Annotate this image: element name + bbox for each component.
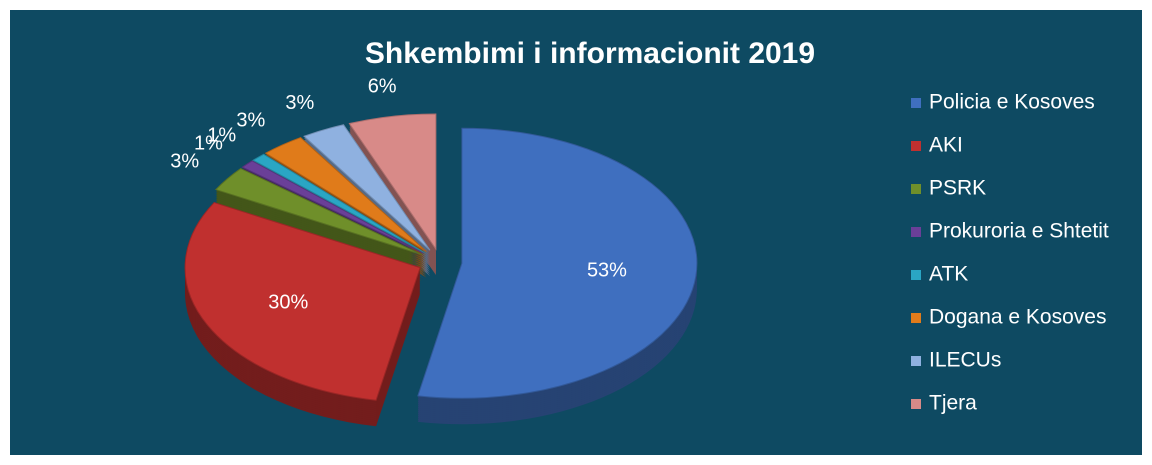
data-label: 53% bbox=[587, 259, 627, 281]
data-label: 3% bbox=[170, 150, 199, 172]
data-label: 1% bbox=[194, 133, 223, 155]
slice bbox=[303, 124, 431, 251]
legend-marker bbox=[911, 356, 921, 366]
slice bbox=[417, 127, 698, 399]
legend-text: Tjera bbox=[929, 392, 977, 415]
slice bbox=[184, 202, 421, 401]
slice bbox=[264, 137, 427, 252]
legend-text: Dogana e Kosoves bbox=[929, 306, 1106, 329]
legend-text: Policia e Kosoves bbox=[929, 91, 1095, 114]
legend-marker bbox=[911, 184, 921, 194]
legend-marker bbox=[911, 141, 921, 151]
chart-title: Shkembimi i informacionit 2019 bbox=[365, 37, 815, 70]
data-label: 3% bbox=[285, 92, 314, 114]
legend-text: ATK bbox=[929, 263, 968, 286]
legend-marker bbox=[911, 313, 921, 323]
legend-marker bbox=[911, 270, 921, 280]
legend-marker bbox=[911, 227, 921, 237]
data-label: 1% bbox=[207, 124, 236, 146]
slice bbox=[214, 167, 423, 256]
legend-text: Prokuroria e Shtetit bbox=[929, 220, 1109, 243]
legend-text: ILECUs bbox=[929, 349, 1001, 372]
legend-marker bbox=[911, 399, 921, 409]
data-label: 3% bbox=[236, 110, 265, 132]
data-label: 6% bbox=[368, 76, 397, 98]
legend-marker bbox=[911, 98, 921, 108]
slice bbox=[241, 160, 424, 254]
legend-text: AKI bbox=[929, 134, 963, 157]
slice bbox=[348, 113, 437, 251]
data-label: 30% bbox=[268, 292, 308, 314]
legend-text: PSRK bbox=[929, 177, 986, 200]
slice bbox=[252, 153, 425, 254]
